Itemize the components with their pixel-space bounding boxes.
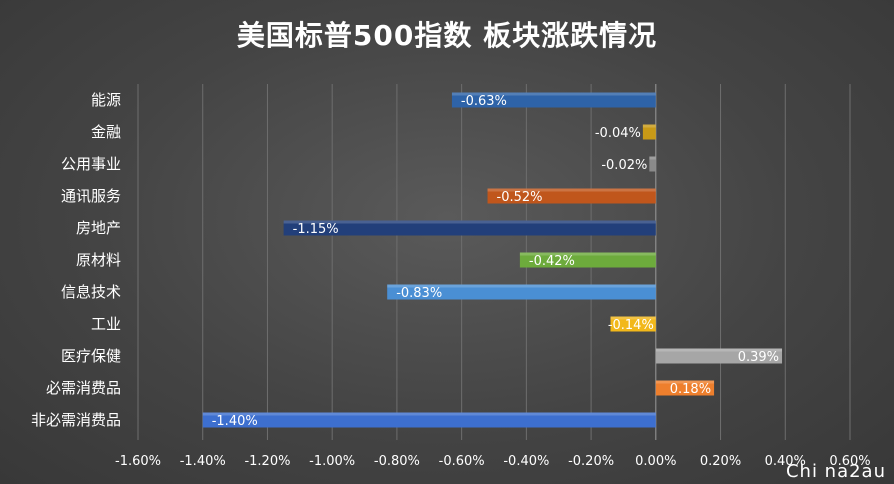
bar: [487, 188, 656, 204]
data-label: -1.40%: [212, 414, 258, 429]
category-label: 信息技术: [61, 283, 121, 301]
x-tick-label: -0.40%: [503, 454, 549, 469]
bar: [655, 348, 783, 364]
data-label: -0.83%: [396, 286, 442, 301]
bar-highlight: [519, 252, 656, 256]
data-label: -0.52%: [497, 190, 543, 205]
x-tick-label: -1.40%: [180, 454, 226, 469]
bar: [283, 220, 656, 236]
category-label: 医疗保健: [61, 347, 121, 365]
x-tick-label: -0.60%: [439, 454, 485, 469]
data-label: -0.02%: [601, 158, 647, 173]
x-tick-label: -0.80%: [374, 454, 420, 469]
bar-highlight: [655, 348, 783, 352]
data-label: 0.39%: [738, 350, 779, 365]
bar: [655, 380, 715, 396]
data-label: -1.15%: [293, 222, 339, 237]
bar: [519, 252, 656, 268]
x-tick-label: -1.60%: [115, 454, 161, 469]
x-tick-label: 0.20%: [700, 454, 741, 469]
data-label: -0.04%: [595, 126, 641, 141]
category-label: 房地产: [76, 219, 121, 237]
x-tick-label: 0.00%: [635, 454, 676, 469]
bar: [387, 284, 656, 300]
category-label: 通讯服务: [61, 187, 121, 205]
bar-highlight: [649, 156, 656, 160]
bar: [642, 124, 656, 140]
bar-highlight: [655, 380, 715, 384]
bar-highlight: [202, 412, 656, 416]
bar: [451, 92, 656, 108]
category-label: 必需消费品: [46, 379, 121, 397]
category-label: 公用事业: [61, 155, 121, 173]
category-label: 能源: [91, 91, 121, 109]
bar: [649, 156, 656, 172]
x-tick-label: -1.20%: [244, 454, 290, 469]
x-tick-label: 0.40%: [765, 454, 806, 469]
data-label: -0.14%: [608, 318, 654, 333]
bar-highlight: [387, 284, 656, 288]
bar-highlight: [283, 220, 656, 224]
category-label: 原材料: [76, 251, 121, 269]
chart-title: 美国标普500指数 板块涨跌情况: [236, 19, 658, 52]
bar-highlight: [487, 188, 656, 192]
x-tick-label: -0.20%: [568, 454, 614, 469]
category-label: 非必需消费品: [31, 411, 121, 429]
data-label: 0.18%: [670, 382, 711, 397]
x-tick-label: 0.60%: [829, 454, 870, 469]
bar: [610, 316, 656, 332]
category-label: 工业: [91, 315, 121, 333]
data-label: -0.63%: [461, 94, 507, 109]
watermark: Chi na2au: [785, 461, 886, 482]
bar-highlight: [642, 124, 656, 128]
bar-highlight: [451, 92, 656, 96]
data-label: -0.42%: [529, 254, 575, 269]
x-tick-label: -1.00%: [309, 454, 355, 469]
category-label: 金融: [91, 123, 121, 141]
bar: [202, 412, 656, 428]
bar-highlight: [610, 316, 656, 320]
